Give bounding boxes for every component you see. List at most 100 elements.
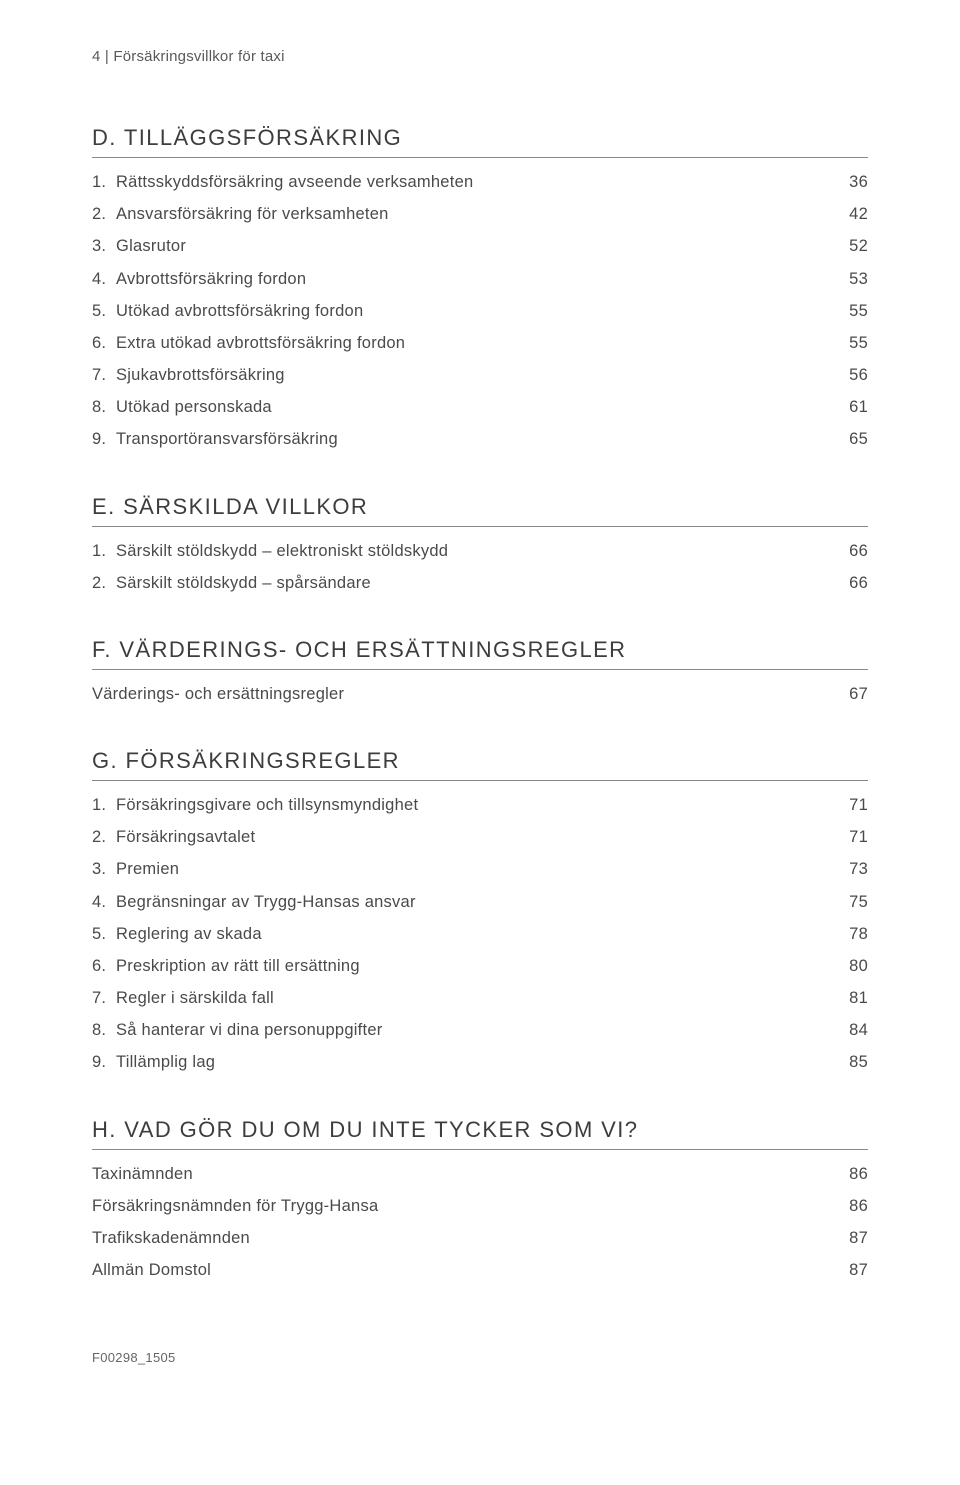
toc-item-page: 66 [828, 567, 868, 599]
toc-item-label: Premien [116, 853, 828, 885]
toc-item-label: Glasrutor [116, 230, 828, 262]
toc-item: 1.Försäkringsgivare och tillsynsmyndighe… [92, 789, 868, 821]
toc-item-page: 87 [828, 1222, 868, 1254]
toc-item-label: Regler i särskilda fall [116, 982, 828, 1014]
toc-item: Försäkringsnämnden för Trygg-Hansa86 [92, 1190, 868, 1222]
page-header: 4 | Försäkringsvillkor för taxi [92, 48, 868, 65]
sections-container: D. TILLÄGGSFÖRSÄKRING1.Rättsskyddsförsäk… [92, 125, 868, 1286]
footer-code: F00298_1505 [92, 1350, 868, 1365]
toc-item-number: 2. [92, 821, 116, 853]
toc-item: 8.Så hanterar vi dina personuppgifter84 [92, 1014, 868, 1046]
toc-item-number: 7. [92, 359, 116, 391]
toc-item: 9.Tillämplig lag85 [92, 1046, 868, 1078]
toc-item-page: 86 [828, 1158, 868, 1190]
toc-item-page: 56 [828, 359, 868, 391]
toc-item: 2.Särskilt stöldskydd – spårsändare66 [92, 567, 868, 599]
toc-item-page: 84 [828, 1014, 868, 1046]
section-items: 1.Försäkringsgivare och tillsynsmyndighe… [92, 789, 868, 1079]
section-items: Värderings- och ersättningsregler67 [92, 678, 868, 710]
toc-item: 2.Försäkringsavtalet71 [92, 821, 868, 853]
toc-item-number: 6. [92, 950, 116, 982]
toc-item: 3.Premien73 [92, 853, 868, 885]
section-title: D. TILLÄGGSFÖRSÄKRING [92, 125, 868, 158]
toc-item: 7.Sjukavbrottsförsäkring56 [92, 359, 868, 391]
toc-item-label: Allmän Domstol [92, 1254, 828, 1286]
toc-item: 1.Särskilt stöldskydd – elektroniskt stö… [92, 535, 868, 567]
toc-item: 6.Extra utökad avbrottsförsäkring fordon… [92, 327, 868, 359]
toc-item-number: 3. [92, 230, 116, 262]
toc-item-label: Trafikskadenämnden [92, 1222, 828, 1254]
toc-item-page: 53 [828, 263, 868, 295]
section-title: G. FÖRSÄKRINGSREGLER [92, 748, 868, 781]
toc-item-page: 55 [828, 295, 868, 327]
toc-item-label: Utökad avbrottsförsäkring fordon [116, 295, 828, 327]
toc-item-label: Avbrottsförsäkring fordon [116, 263, 828, 295]
toc-item-label: Särskilt stöldskydd – spårsändare [116, 567, 828, 599]
toc-item-number: 8. [92, 391, 116, 423]
toc-item-number: 5. [92, 918, 116, 950]
toc-item-label: Värderings- och ersättningsregler [92, 678, 828, 710]
toc-item: 1.Rättsskyddsförsäkring avseende verksam… [92, 166, 868, 198]
toc-item-page: 80 [828, 950, 868, 982]
toc-item-number: 9. [92, 423, 116, 455]
toc-item-page: 36 [828, 166, 868, 198]
toc-item: 6.Preskription av rätt till ersättning80 [92, 950, 868, 982]
toc-item: 3.Glasrutor52 [92, 230, 868, 262]
toc-item-page: 73 [828, 853, 868, 885]
toc-item-label: Transportöransvarsförsäkring [116, 423, 828, 455]
toc-item-label: Reglering av skada [116, 918, 828, 950]
toc-item-page: 87 [828, 1254, 868, 1286]
toc-item-page: 42 [828, 198, 868, 230]
toc-item-page: 78 [828, 918, 868, 950]
toc-item-label: Taxinämnden [92, 1158, 828, 1190]
toc-item: 8.Utökad personskada61 [92, 391, 868, 423]
toc-item: 5.Reglering av skada78 [92, 918, 868, 950]
toc-item: Allmän Domstol87 [92, 1254, 868, 1286]
toc-item-label: Särskilt stöldskydd – elektroniskt stöld… [116, 535, 828, 567]
toc-item-page: 71 [828, 821, 868, 853]
toc-item-number: 2. [92, 567, 116, 599]
toc-item-number: 4. [92, 263, 116, 295]
toc-item-label: Ansvarsförsäkring för verksamheten [116, 198, 828, 230]
toc-item-number: 4. [92, 886, 116, 918]
toc-item-label: Så hanterar vi dina personuppgifter [116, 1014, 828, 1046]
toc-item: 7.Regler i särskilda fall81 [92, 982, 868, 1014]
toc-item-page: 86 [828, 1190, 868, 1222]
toc-item-page: 71 [828, 789, 868, 821]
toc-item-page: 52 [828, 230, 868, 262]
toc-item: 5.Utökad avbrottsförsäkring fordon55 [92, 295, 868, 327]
toc-item-page: 81 [828, 982, 868, 1014]
toc-item-number: 5. [92, 295, 116, 327]
toc-item: 4.Avbrottsförsäkring fordon53 [92, 263, 868, 295]
section-items: 1.Rättsskyddsförsäkring avseende verksam… [92, 166, 868, 456]
toc-item-page: 67 [828, 678, 868, 710]
toc-item-number: 9. [92, 1046, 116, 1078]
toc-item-label: Preskription av rätt till ersättning [116, 950, 828, 982]
toc-item: 4.Begränsningar av Trygg-Hansas ansvar75 [92, 886, 868, 918]
toc-item-page: 85 [828, 1046, 868, 1078]
toc-item-number: 8. [92, 1014, 116, 1046]
toc-item-page: 61 [828, 391, 868, 423]
toc-item-number: 1. [92, 789, 116, 821]
section-title: E. SÄRSKILDA VILLKOR [92, 494, 868, 527]
toc-item-label: Sjukavbrottsförsäkring [116, 359, 828, 391]
toc-item-label: Begränsningar av Trygg-Hansas ansvar [116, 886, 828, 918]
toc-item-label: Tillämplig lag [116, 1046, 828, 1078]
toc-item-label: Utökad personskada [116, 391, 828, 423]
section-items: 1.Särskilt stöldskydd – elektroniskt stö… [92, 535, 868, 599]
toc-item: Taxinämnden86 [92, 1158, 868, 1190]
toc-item-label: Rättsskyddsförsäkring avseende verksamhe… [116, 166, 828, 198]
toc-item-page: 55 [828, 327, 868, 359]
section-title: H. VAD GÖR DU OM DU INTE TYCKER SOM VI? [92, 1117, 868, 1150]
toc-item-page: 66 [828, 535, 868, 567]
section-title: F. VÄRDERINGS- OCH ERSÄTTNINGSREGLER [92, 637, 868, 670]
toc-item: Värderings- och ersättningsregler67 [92, 678, 868, 710]
toc-item-number: 1. [92, 166, 116, 198]
section-items: Taxinämnden86Försäkringsnämnden för Tryg… [92, 1158, 868, 1287]
toc-item-number: 7. [92, 982, 116, 1014]
toc-item: Trafikskadenämnden87 [92, 1222, 868, 1254]
toc-item: 9.Transportöransvarsförsäkring65 [92, 423, 868, 455]
toc-item-label: Försäkringsnämnden för Trygg-Hansa [92, 1190, 828, 1222]
toc-item-label: Försäkringsavtalet [116, 821, 828, 853]
toc-item-label: Extra utökad avbrottsförsäkring fordon [116, 327, 828, 359]
